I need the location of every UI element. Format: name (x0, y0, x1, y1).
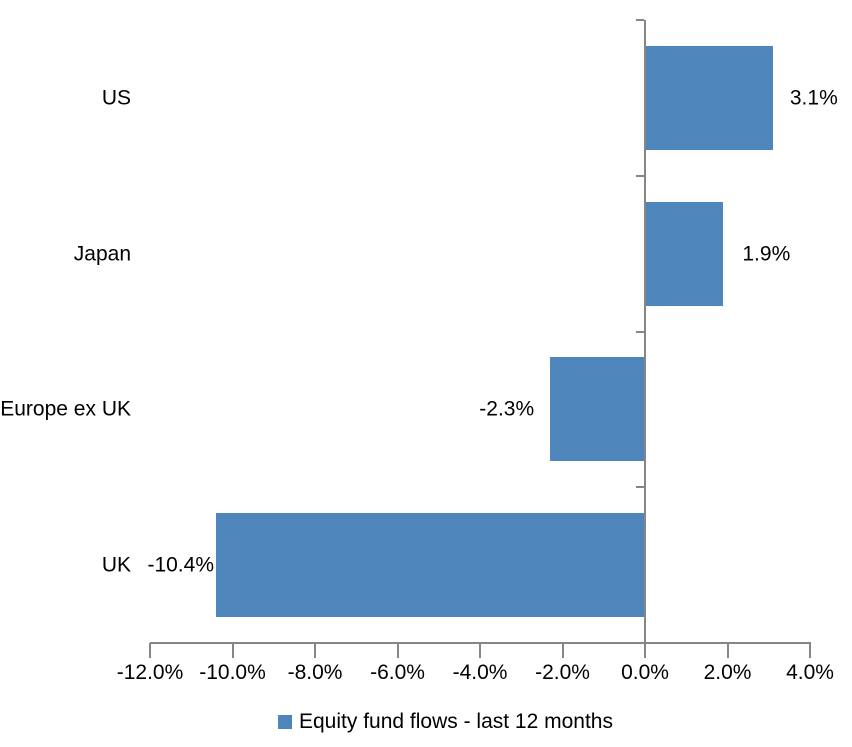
data-label: 1.9% (742, 242, 791, 266)
bar-uk (216, 513, 644, 618)
category-label: Japan (73, 242, 131, 266)
x-tick-label: -4.0% (452, 661, 508, 684)
value-axis-tick (149, 643, 151, 658)
category-label: US (101, 86, 131, 110)
x-tick-label: 2.0% (703, 661, 752, 684)
category-axis-tick (636, 19, 644, 21)
category-axis-line (644, 20, 646, 643)
value-axis-tick (479, 643, 481, 658)
category-axis-tick (636, 330, 644, 333)
value-axis-tick (396, 643, 399, 658)
bar-us (646, 45, 773, 150)
x-tick-label: -12.0% (116, 661, 184, 684)
value-axis-tick (809, 643, 811, 658)
x-tick-label: 0.0% (621, 661, 669, 684)
category-label: UK (101, 553, 131, 577)
category-label: Europe ex UK (0, 397, 131, 421)
value-axis-tick (561, 643, 564, 658)
legend: Equity fund flows - last 12 months (278, 711, 613, 732)
legend-swatch (278, 714, 292, 729)
category-axis-tick (636, 642, 644, 644)
bar-japan (646, 201, 724, 306)
value-axis-tick (314, 643, 316, 658)
data-label: 3.1% (789, 86, 838, 110)
value-axis-tick (231, 643, 234, 658)
bar-europe-ex-uk (550, 357, 644, 462)
data-label: -2.3% (479, 397, 535, 421)
x-tick-label: -8.0% (287, 661, 343, 684)
category-axis-tick (636, 486, 644, 489)
category-axis-tick (636, 174, 644, 177)
x-tick-label: -10.0% (199, 661, 266, 684)
x-tick-label: -2.0% (535, 661, 590, 684)
x-tick-label: -6.0% (370, 661, 425, 684)
value-axis-tick (726, 643, 729, 658)
data-label: -10.4% (147, 553, 214, 577)
value-axis-tick (644, 643, 646, 658)
legend-label: Equity fund flows - last 12 months (299, 710, 613, 733)
x-tick-label: 4.0% (786, 661, 834, 684)
